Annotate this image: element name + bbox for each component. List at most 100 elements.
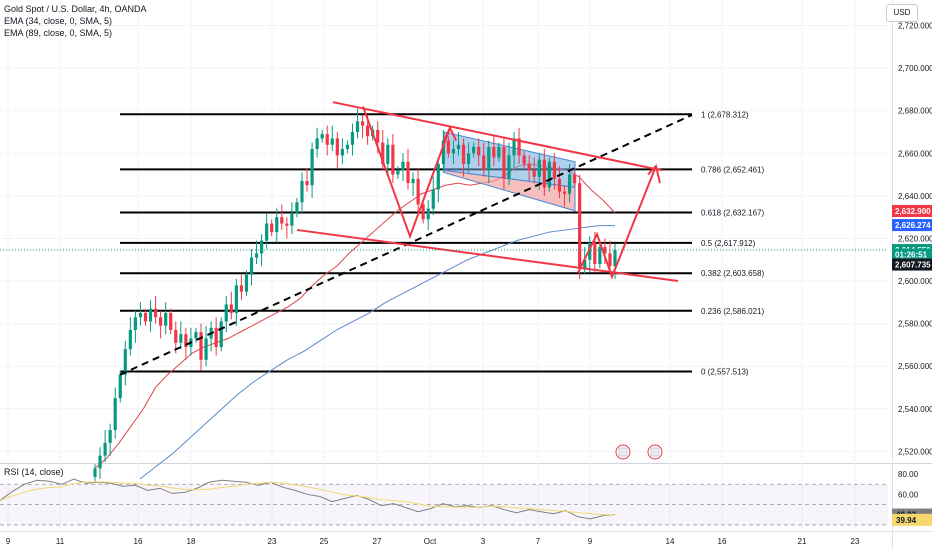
- projection-arrowhead: [647, 164, 661, 184]
- candle-body: [350, 132, 355, 145]
- candle-body: [391, 144, 395, 175]
- candle-body: [477, 146, 481, 156]
- candle-body: [330, 138, 334, 145]
- candle-body: [143, 312, 148, 322]
- ema34-legend[interactable]: EMA (34, close, 0, SMA, 5): [4, 16, 113, 26]
- x-tick-label: 18: [187, 537, 196, 546]
- y-tick-label: 2,660.000: [898, 149, 932, 158]
- candle-body: [345, 144, 350, 150]
- badge-bg: [892, 219, 932, 232]
- x-tick-label: 14: [666, 537, 675, 546]
- candle-body: [103, 442, 107, 456]
- candle-body: [557, 178, 562, 192]
- candle-body: [214, 327, 218, 348]
- candle-body: [148, 308, 153, 322]
- y-tick-label: 2,520.000: [898, 447, 932, 456]
- candle-body: [366, 125, 370, 137]
- candle-body: [244, 274, 249, 292]
- rsi-value-badge: 39.94: [892, 513, 932, 526]
- candle-body: [133, 317, 137, 330]
- badge-text: 2,626.274: [895, 221, 931, 230]
- candle-body: [290, 212, 294, 226]
- candle-body: [169, 312, 173, 330]
- candle-body: [204, 338, 208, 360]
- candle-body: [295, 202, 299, 213]
- candle-body: [98, 455, 102, 469]
- candle-body: [254, 253, 259, 258]
- y-tick-label: 2,600.000: [898, 277, 932, 286]
- ema89-legend[interactable]: EMA (89, close, 0, SMA, 5): [4, 28, 113, 38]
- candle-body: [340, 149, 344, 156]
- wave-path-1: [362, 106, 451, 240]
- badge-text: 2,607.735: [895, 261, 931, 270]
- candle-body: [492, 146, 496, 158]
- fib-level-label: 0.5 (2,617.912): [701, 239, 756, 248]
- chart-legend: Gold Spot / U.S. Dollar, 4h, OANDA EMA (…: [4, 3, 147, 39]
- candle-body: [224, 304, 228, 322]
- candle-body: [93, 468, 97, 477]
- candle-body: [416, 178, 420, 205]
- x-tick-label: 7: [536, 537, 541, 546]
- fib-level-label: 1 (2,678.312): [701, 110, 749, 119]
- rsi-tick-label: 80.00: [898, 470, 919, 479]
- y-tick-label: 2,680.000: [898, 107, 932, 116]
- candle-body: [598, 246, 602, 264]
- price-badge: 2,632.900: [892, 204, 932, 217]
- candle-body: [552, 161, 557, 179]
- y-tick-label: 2,560.000: [898, 362, 932, 371]
- badge-text: 01:26:51: [895, 251, 928, 260]
- candle-body: [446, 140, 450, 154]
- candle-body: [275, 217, 279, 233]
- flag-icon-fill: [650, 447, 660, 457]
- candle-body: [249, 257, 254, 275]
- candle-body: [320, 134, 324, 139]
- candle-body: [532, 170, 536, 177]
- candle-body: [108, 430, 112, 443]
- badge-text: 2,632.900: [895, 207, 931, 216]
- candle-body: [386, 144, 390, 164]
- candle-body: [578, 183, 582, 269]
- x-tick-label: 23: [268, 537, 277, 546]
- candle-body: [613, 250, 617, 267]
- x-tick-label: 23: [851, 537, 860, 546]
- fib-level-label: 0.786 (2,652.461): [701, 165, 764, 174]
- flag-icon-fill: [618, 447, 628, 457]
- candle-body: [441, 140, 445, 164]
- price-badge: 2,607.735: [892, 258, 932, 271]
- candle-body: [381, 142, 385, 164]
- symbol-title[interactable]: Gold Spot / U.S. Dollar, 4h, OANDA: [4, 4, 147, 14]
- candle-body: [174, 330, 178, 343]
- candle-body: [285, 223, 289, 226]
- candle-body: [265, 223, 269, 241]
- x-tick-label: 21: [798, 537, 807, 546]
- candle-body: [411, 178, 415, 184]
- x-tick-label: 27: [373, 537, 382, 546]
- candle-body: [507, 155, 511, 179]
- candle-body: [219, 321, 223, 348]
- candle-body: [562, 191, 567, 194]
- candle-body: [179, 334, 183, 343]
- rsi-legend[interactable]: RSI (14, close): [4, 467, 64, 477]
- candle-body: [487, 146, 491, 171]
- candle-body: [159, 317, 163, 326]
- candle-body: [396, 170, 400, 175]
- price-badge: 2,626.274: [892, 219, 932, 232]
- x-tick-label: 9: [6, 537, 11, 546]
- candle-body: [461, 144, 466, 164]
- badge-bg: [892, 258, 932, 271]
- candle-body: [421, 204, 425, 220]
- rsi-ma-line: [0, 481, 616, 516]
- candle-body: [118, 374, 122, 399]
- channel-upper-line: [332, 101, 663, 172]
- x-tick-label: 25: [320, 537, 329, 546]
- candle-body: [512, 138, 516, 156]
- candle-body: [194, 332, 198, 339]
- candle-body: [234, 285, 238, 313]
- wave-arrowhead-1: [443, 125, 457, 141]
- fib-level-label: 0.618 (2,632.167): [701, 209, 764, 218]
- currency-selector[interactable]: USD: [886, 4, 918, 22]
- candle-body: [153, 308, 158, 318]
- fib-level-label: 0.382 (2,603.658): [701, 269, 764, 278]
